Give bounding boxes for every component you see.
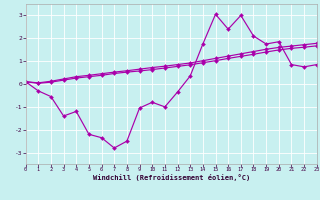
X-axis label: Windchill (Refroidissement éolien,°C): Windchill (Refroidissement éolien,°C) xyxy=(92,174,250,181)
